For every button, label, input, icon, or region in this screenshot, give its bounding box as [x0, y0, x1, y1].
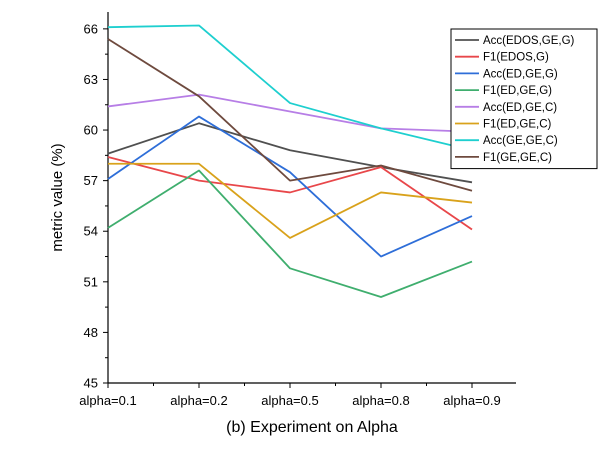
y-tick-label: 54 — [84, 224, 98, 239]
legend-label: Acc(ED,GE,G) — [483, 68, 558, 80]
y-tick-label: 51 — [84, 274, 98, 289]
y-tick-label: 48 — [84, 325, 98, 340]
legend-label: F1(ED,GE,C) — [483, 119, 552, 131]
legend-box — [450, 28, 598, 170]
series-line — [107, 169, 473, 298]
x-tick-label: alpha=0.5 — [261, 393, 318, 408]
x-tick-label: alpha=0.9 — [443, 393, 500, 408]
x-tick-label: alpha=0.2 — [170, 393, 227, 408]
series-line — [107, 115, 473, 258]
y-axis-title: metric value (%) — [49, 143, 66, 251]
y-tick-label: 57 — [84, 173, 98, 188]
legend: Acc(EDOS,GE,G) F1(EDOS,G) Acc(ED,GE,G) F1(E… — [450, 28, 598, 170]
axes: 45 48 51 54 57 60 63 66 alpha=0.1 alpha=0.2 alpha=… — [79, 12, 516, 408]
x-tick-label: alpha=0.1 — [79, 393, 136, 408]
chart-caption: (b) Experiment on Alpha — [226, 419, 398, 436]
series-line — [107, 122, 473, 184]
legend-label: Acc(ED,GE,C) — [483, 102, 557, 114]
y-tick-label: 66 — [84, 21, 98, 36]
series-line — [107, 24, 473, 152]
series-line — [107, 38, 473, 192]
y-tick-label: 63 — [84, 72, 98, 87]
legend-label: F1(GE,GE,C) — [483, 152, 552, 164]
legend-label: F1(EDOS,G) — [483, 52, 549, 64]
y-tick-label: 60 — [84, 123, 98, 138]
legend-label: Acc(GE,GE,C) — [483, 135, 558, 147]
series-line — [107, 156, 473, 231]
legend-label: F1(ED,GE,G) — [483, 85, 552, 97]
series-line — [107, 93, 473, 133]
series-line — [108, 162, 473, 239]
legend-label: Acc(EDOS,GE,G) — [483, 35, 575, 47]
series-layer — [107, 24, 473, 298]
y-tick-label: 45 — [84, 376, 98, 391]
x-tick-label: alpha=0.8 — [352, 393, 409, 408]
